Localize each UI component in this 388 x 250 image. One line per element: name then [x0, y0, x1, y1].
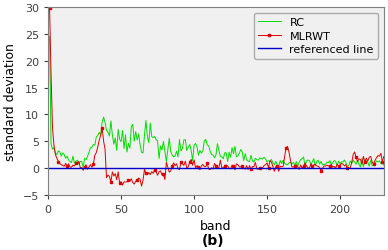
RC — [81, 166, 85, 169]
referenced line — [47, 167, 52, 170]
MLRWT — [380, 161, 385, 164]
MLRWT — [109, 181, 113, 184]
RC — [163, 150, 167, 154]
Y-axis label: standard deviation: standard deviation — [4, 43, 17, 160]
MLRWT — [381, 155, 386, 158]
referenced line — [46, 167, 50, 170]
MLRWT — [313, 163, 317, 166]
X-axis label: band: band — [200, 220, 232, 232]
RC — [47, 36, 52, 39]
Legend: RC, MLRWT, referenced line: RC, MLRWT, referenced line — [254, 14, 378, 59]
RC — [380, 162, 385, 165]
MLRWT — [163, 178, 167, 181]
RC — [381, 164, 386, 167]
RC — [358, 166, 363, 169]
MLRWT — [139, 185, 144, 188]
MLRWT — [358, 158, 363, 162]
RC — [320, 164, 325, 167]
RC — [313, 165, 317, 168]
Line: MLRWT: MLRWT — [48, 8, 385, 188]
MLRWT — [320, 167, 325, 170]
MLRWT — [47, 8, 52, 11]
RC — [110, 134, 115, 137]
Text: (b): (b) — [202, 234, 225, 247]
Line: RC: RC — [50, 38, 384, 168]
